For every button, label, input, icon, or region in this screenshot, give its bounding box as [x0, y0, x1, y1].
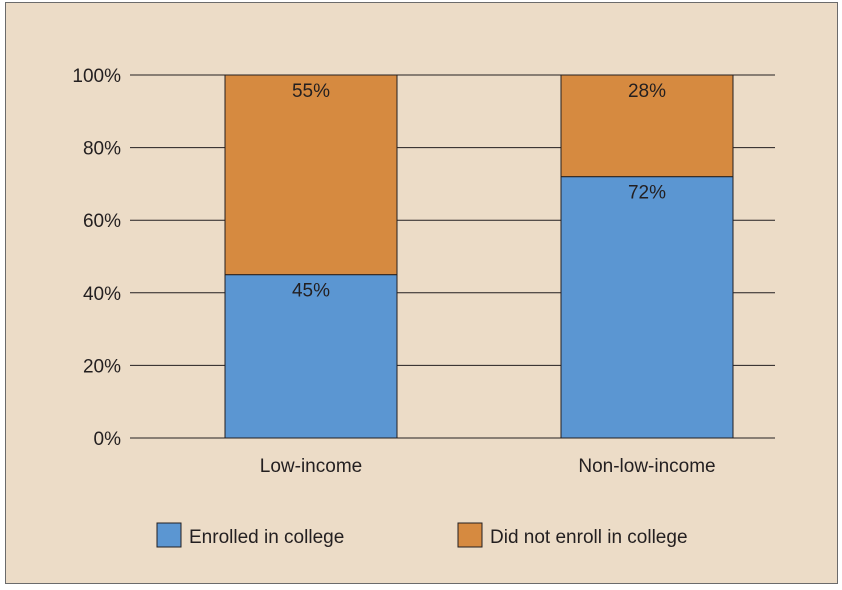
y-axis-ticks: 0% 20% 40% 60% 80% 100% — [72, 66, 121, 450]
data-label: 55% — [292, 81, 330, 102]
y-tick-label: 40% — [83, 284, 121, 305]
legend-label: Did not enroll in college — [490, 527, 688, 548]
bar-segment — [224, 274, 398, 439]
y-tick-label: 60% — [83, 211, 121, 232]
data-label: 45% — [292, 281, 330, 302]
y-tick-label: 100% — [72, 66, 121, 87]
bar-segment — [224, 74, 398, 276]
y-tick-label: 80% — [83, 139, 121, 160]
bars — [224, 74, 734, 439]
category-label: Non-low-income — [578, 456, 715, 477]
bar-segment — [560, 176, 734, 439]
y-tick-label: 0% — [94, 429, 122, 450]
data-labels: 45% 55% 72% 28% — [292, 81, 666, 302]
x-axis-categories: Low-income Non-low-income — [260, 456, 716, 477]
data-label: 72% — [628, 183, 666, 204]
y-tick-label: 20% — [83, 356, 121, 377]
legend-swatch — [457, 522, 483, 548]
legend: Enrolled in college Did not enroll in col… — [156, 522, 688, 548]
legend-swatch — [156, 522, 182, 548]
category-label: Low-income — [260, 456, 362, 477]
legend-label: Enrolled in college — [189, 527, 344, 548]
bar-segment — [560, 74, 734, 178]
data-label: 28% — [628, 81, 666, 102]
